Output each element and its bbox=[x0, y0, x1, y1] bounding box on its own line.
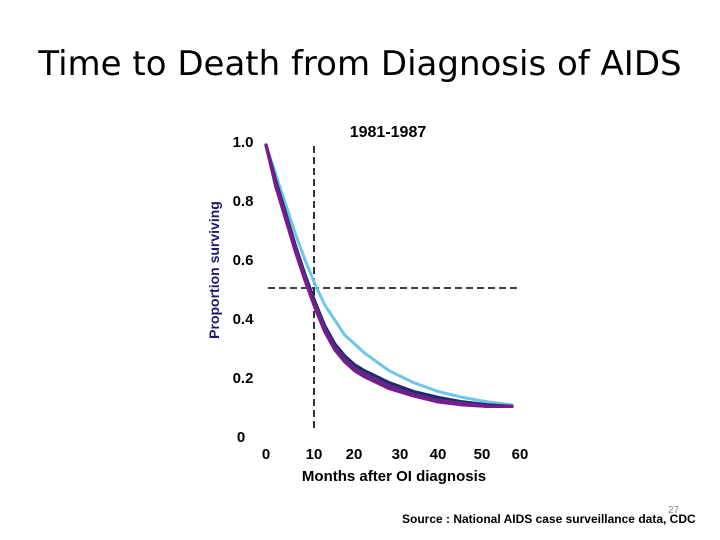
x-tick-label: 40 bbox=[430, 446, 447, 463]
x-tick-labels: 0 10 20 30 40 50 60 bbox=[262, 446, 529, 463]
series-line bbox=[264, 143, 514, 407]
series-lines bbox=[264, 143, 514, 408]
y-tick-label: 0.2 bbox=[233, 370, 254, 387]
x-tick-label: 20 bbox=[346, 446, 363, 463]
y-tick-label: 0.4 bbox=[233, 311, 255, 328]
slide-title: Time to Death from Diagnosis of AIDS bbox=[38, 44, 682, 84]
reference-lines bbox=[268, 146, 518, 432]
x-tick-label: 10 bbox=[306, 446, 323, 463]
y-tick-label: 0.8 bbox=[233, 193, 254, 210]
period-annotation: 1981-1987 bbox=[350, 124, 427, 141]
x-tick-label: 30 bbox=[392, 446, 409, 463]
source-note: Source : National AIDS case surveillance… bbox=[402, 512, 696, 526]
x-tick-label: 50 bbox=[474, 446, 491, 463]
x-axis-label: Months after OI diagnosis bbox=[302, 468, 486, 485]
series-line bbox=[264, 143, 514, 408]
page-number: 27 bbox=[668, 505, 680, 516]
y-tick-labels: 0 0.2 0.4 0.6 0.8 1.0 bbox=[233, 134, 255, 446]
y-tick-label: 1.0 bbox=[233, 134, 254, 151]
x-tick-label: 60 bbox=[512, 446, 529, 463]
y-tick-label: 0.6 bbox=[233, 252, 254, 269]
y-axis-label: Proportion surviving bbox=[206, 201, 222, 339]
y-tick-label: 0 bbox=[237, 429, 245, 446]
x-tick-label: 0 bbox=[262, 446, 270, 463]
